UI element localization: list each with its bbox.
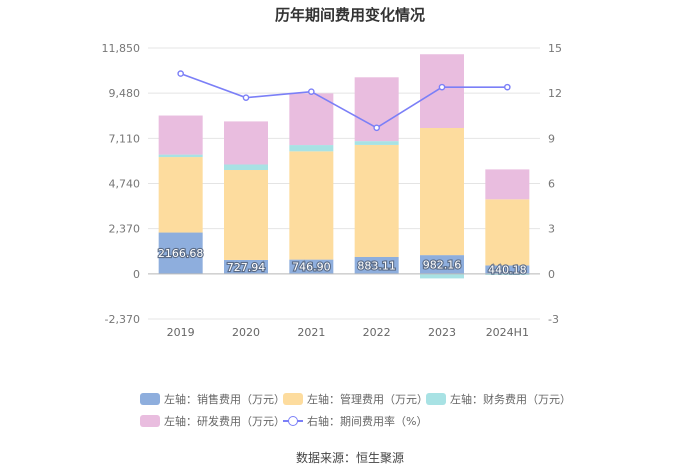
bar-admin-2023 (420, 128, 464, 256)
rate-line (180, 72, 508, 129)
bar-sales-2024H1 (485, 265, 530, 274)
bar-rd-2020 (224, 121, 268, 165)
bar-sales-2022 (354, 257, 399, 274)
legend-line-rate-icon (283, 415, 303, 427)
sales-data-label: 2166.68 (158, 247, 204, 260)
rate-point (438, 83, 446, 91)
right-tick-label: 9 (548, 132, 555, 145)
sales-data-label: 727.94 (227, 261, 266, 274)
legend-item-sales[interactable]: 左轴：销售费用（万元） (140, 391, 285, 407)
rate-point (504, 83, 511, 91)
rate-point (242, 94, 250, 101)
bar-rd-2022 (354, 77, 399, 142)
legend-label-finance: 左轴：财务费用（万元） (450, 393, 571, 406)
bar-sales-2021 (289, 259, 334, 274)
legend-swatch-finance (426, 393, 446, 405)
rate-point (177, 70, 184, 77)
legend-item-finance[interactable]: 左轴：财务费用（万元） (426, 391, 571, 407)
data-source: 数据来源：恒生聚源 (295, 451, 404, 465)
left-tick-label: 0 (133, 268, 140, 281)
x-tick-label: 2019 (167, 326, 195, 339)
bar-rd-2023 (420, 54, 464, 129)
bar-finance-2022 (354, 141, 399, 145)
left-tick-label: 11,850 (102, 42, 141, 55)
sales-data-label: 440.18 (488, 264, 527, 277)
bar-rd-2021 (289, 93, 334, 146)
bar-sales-2019 (158, 232, 203, 274)
legend-label-rate: 右轴：期间费用率（%） (307, 415, 428, 428)
bar-finance-2023 (420, 273, 464, 279)
left-tick-label: -2,370 (105, 313, 140, 326)
left-tick-label: 7,110 (109, 132, 141, 145)
bar-rd-2024H1 (485, 169, 530, 200)
bar-rd-2019 (158, 115, 203, 155)
left-tick-label: 4,740 (109, 178, 141, 191)
sales-data-label: 883.11 (357, 259, 396, 272)
bar-sales-2023 (420, 255, 464, 274)
x-tick-label: 2021 (297, 326, 325, 339)
legend-item-rd[interactable]: 左轴：研发费用（万元） (140, 413, 285, 429)
x-tick-label: 2020 (232, 326, 260, 339)
legend-label-admin: 左轴：管理费用（万元） (307, 393, 428, 406)
sales-data-label: 982.16 (423, 258, 462, 271)
legend-label-rd: 左轴：研发费用（万元） (164, 415, 285, 428)
legend-item-admin[interactable]: 左轴：管理费用（万元） (283, 391, 428, 407)
bar-admin-2024H1 (485, 199, 530, 266)
bar-finance-2019 (158, 154, 203, 158)
x-tick-label: 2024H1 (486, 326, 529, 339)
bar-finance-2021 (289, 145, 334, 152)
bar-finance-2024H1 (485, 273, 530, 275)
bar-admin-2020 (224, 170, 268, 260)
rate-point (373, 124, 380, 132)
right-tick-label: 6 (548, 178, 555, 191)
legend-label-sales: 左轴：销售费用（万元） (164, 393, 285, 406)
rate-point (308, 88, 315, 95)
right-tick-label: -3 (548, 313, 559, 326)
left-tick-label: 2,370 (109, 223, 141, 236)
legend-swatch-rd (140, 415, 160, 427)
bar-admin-2022 (354, 144, 399, 258)
right-tick-label: 3 (548, 223, 555, 236)
legend-swatch-sales (140, 393, 160, 405)
x-tick-label: 2023 (428, 326, 456, 339)
legend: 左轴：销售费用（万元） 左轴：管理费用（万元） 左轴：财务费用（万元） 左轴：研… (140, 389, 580, 433)
period-expenses-chart: 11,850 15 9,480 12 7,110 9 4,740 6 2,370 3 0 0 -2,37… (102, 42, 563, 339)
right-tick-label: 0 (548, 268, 555, 281)
left-tick-label: 9,480 (109, 87, 141, 100)
legend-item-rate[interactable]: 右轴：期间费用率（%） (283, 413, 443, 429)
chart-title: 历年期间费用变化情况 (274, 6, 425, 24)
bar-finance-2020 (224, 164, 268, 171)
sales-data-label: 746.90 (292, 261, 331, 274)
x-tick-label: 2022 (363, 326, 391, 339)
right-tick-label: 15 (548, 42, 562, 55)
bar-admin-2021 (289, 151, 334, 260)
legend-swatch-admin (283, 393, 303, 405)
bar-admin-2019 (158, 157, 203, 233)
right-tick-label: 12 (548, 87, 562, 100)
bar-sales-2020 (224, 259, 268, 274)
